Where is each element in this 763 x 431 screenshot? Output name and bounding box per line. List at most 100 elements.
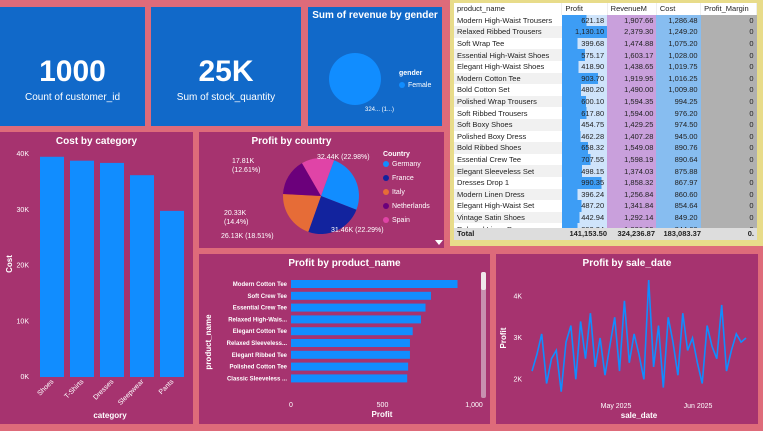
table-row[interactable]: Elegant Sleeveless Set 498.15 1,374.03 875.…	[454, 165, 757, 177]
table-cell-product-name: Dresses Drop 1	[454, 176, 562, 189]
legend-item-female[interactable]: Female	[408, 82, 431, 89]
table-body: Modern High-Waist Trousers 621.18 1,907.66…	[454, 14, 757, 235]
product-table-visual[interactable]: product_name Profit RevenueM Cost Profit_Mar…	[450, 0, 763, 246]
table-row[interactable]: Bold Cotton Set 480.20 1,490.00 1,009.80 0	[454, 84, 757, 96]
x-tick-label: T-Shirts	[63, 378, 85, 400]
y-tick-label: Relaxed Sleeveless...	[227, 341, 288, 347]
table-cell-profit: 707.55	[561, 153, 608, 166]
bar-product[interactable]	[291, 327, 413, 336]
table-cell-profit-margin: 0	[700, 176, 757, 189]
table-row[interactable]: Soft Ribbed Trousers 617.80 1,594.00 976.20…	[454, 107, 757, 119]
y-axis-title: product_name	[204, 314, 213, 370]
bar-product[interactable]	[291, 362, 409, 371]
y-tick-label: Relaxed High-Wais...	[228, 317, 287, 323]
x-tick-label: Pants	[158, 378, 176, 396]
table-cell-profit-margin: 0	[700, 165, 757, 177]
column-header-cost[interactable]: Cost	[656, 3, 702, 15]
bar-product[interactable]	[291, 350, 410, 359]
table-row[interactable]: Polished Boxy Dress 462.28 1,407.28 945.00 0	[454, 130, 757, 143]
table-cell-revenuem: 1,594.35	[607, 95, 657, 108]
pie-slice-france[interactable]	[308, 196, 357, 234]
table-cell-product-name: Polished Wrap Trousers	[454, 95, 562, 108]
bar-product[interactable]	[291, 280, 458, 288]
vertical-scrollbar[interactable]	[481, 272, 486, 398]
cost-by-category-chart[interactable]: Cost by category 0K 10K 20K 30K 40K Shoes T-Sh…	[0, 132, 193, 424]
column-header-revenuem[interactable]: RevenueM	[607, 3, 657, 15]
table-row[interactable]: Modern Cotton Tee 903.70 1,919.95 1,016.25 0	[454, 72, 757, 85]
kpi-card-customer-count[interactable]: 1000 Count of customer_id	[0, 7, 145, 126]
table-cell-cost: 1,249.20	[656, 26, 701, 38]
y-tick-label: 3K	[513, 335, 522, 342]
table-cell-cost: 860.60	[656, 188, 701, 201]
bar-dresses[interactable]	[100, 162, 124, 377]
profit-by-country-chart[interactable]: Profit by country 32.44K (22.98%) 31.46K …	[199, 132, 444, 248]
table-cell-profit: 480.20	[561, 84, 608, 96]
column-header-profit-margin[interactable]: Profit_Margin	[700, 3, 757, 15]
pie-slice-germany[interactable]	[321, 160, 359, 210]
pie-data-label: 32.44K (22.98%)	[317, 154, 370, 161]
y-axis-title: Profit	[499, 327, 508, 348]
column-header-product-name[interactable]: product_name	[454, 3, 563, 15]
legend-item-netherlands[interactable]: Netherlands	[392, 203, 430, 210]
table-cell-product-name: Vintage Satin Shoes	[454, 211, 562, 224]
table-row[interactable]: Elegant High-Waist Set 487.20 1,341.84 854.…	[454, 200, 757, 212]
table-row[interactable]: Bold Ribbed Shoes 658.32 1,549.08 890.76 0	[454, 142, 757, 154]
legend-marker	[383, 189, 389, 195]
x-axis-title: Profit	[372, 410, 393, 419]
legend-item-italy[interactable]: Italy	[392, 189, 405, 196]
column-header-profit[interactable]: Profit	[561, 3, 608, 15]
scrollbar-thumb[interactable]	[481, 272, 486, 290]
table-cell-profit: 399.68	[561, 37, 608, 50]
cost-bar-svg: 0K 10K 20K 30K 40K Shoes T-Shirts Dresses Sleepw…	[5, 151, 184, 420]
pie-slice-netherlands[interactable]	[283, 163, 321, 196]
table-cell-profit-margin: 0	[700, 211, 757, 224]
bar-product[interactable]	[291, 303, 426, 312]
chart-title: Profit by product_name	[288, 258, 401, 269]
profit-by-product-chart[interactable]: Profit by product_name Modern Cotton Tee…	[199, 254, 490, 424]
bar-product[interactable]	[291, 315, 421, 324]
table-cell-profit-margin: 0	[700, 84, 757, 96]
table-container[interactable]: product_name Profit RevenueM Cost Profit_Mar…	[454, 3, 757, 240]
table-row[interactable]: Dresses Drop 1 990.35 1,858.32 867.97 0	[454, 176, 757, 189]
pie-slice-italy[interactable]	[283, 194, 321, 232]
kpi-card-stock-quantity[interactable]: 25K Sum of stock_quantity	[151, 7, 301, 126]
table-row[interactable]: Vintage Satin Shoes 442.94 1,292.14 849.20 0	[454, 211, 757, 224]
pie-slice-spain[interactable]	[302, 158, 335, 196]
chart-title: Profit by sale_date	[582, 258, 672, 269]
table-row[interactable]: Soft Wrap Tee 399.68 1,474.88 1,075.20 0	[454, 37, 757, 50]
revenue-by-gender-chart[interactable]: Sum of revenue by gender gender Female 3…	[308, 7, 442, 126]
table-row[interactable]: Relaxed Ribbed Trousers 1,130.10 2,379.30 1…	[454, 26, 757, 38]
profit-line[interactable]	[531, 280, 747, 392]
table-row[interactable]: Soft Boxy Shoes 454.75 1,429.25 974.50 0	[454, 118, 757, 131]
bar-sleepwear[interactable]	[130, 175, 154, 377]
table-row[interactable]: Essential High-Waist Shoes 575.17 1,603.17…	[454, 49, 757, 61]
table-cell-profit-margin: 0	[700, 95, 757, 108]
legend-item-spain[interactable]: Spain	[392, 217, 410, 224]
profit-by-date-chart[interactable]: Profit by sale_date 2K 3K 4K May 2025 Jun 20…	[496, 254, 758, 424]
bar-product[interactable]	[291, 374, 408, 383]
x-tick-label: Dresses	[92, 378, 115, 401]
product-bar-svg: Modern Cotton Tee Soft Crew Tee Essential …	[204, 272, 486, 419]
table-row[interactable]: Polished Wrap Trousers 600.10 1,594.35 994.…	[454, 95, 757, 108]
table-row[interactable]: Elegant High-Waist Shoes 418.90 1,438.65 1,…	[454, 60, 757, 73]
table-cell-cost: 1,286.48	[656, 14, 701, 27]
bar-product[interactable]	[291, 339, 410, 347]
table-row[interactable]: Modern High-Waist Trousers 621.18 1,907.66…	[454, 14, 757, 27]
legend-item-france[interactable]: France	[392, 175, 414, 182]
x-tick-label: 500	[377, 402, 389, 409]
y-tick-label: 40K	[17, 151, 30, 158]
table-cell-revenuem: 1,341.84	[607, 200, 657, 212]
legend-item-germany[interactable]: Germany	[392, 161, 421, 168]
pie-slice-female[interactable]	[329, 53, 381, 105]
table-cell-cost: 854.64	[656, 200, 701, 212]
table-row[interactable]: Modern Linen Dress 396.24 1,256.84 860.60 0	[454, 188, 757, 201]
table-row[interactable]: Essential Crew Tee 707.55 1,598.19 890.64 0	[454, 153, 757, 166]
bar-product[interactable]	[291, 291, 431, 300]
bar-t-shirts[interactable]	[70, 160, 94, 377]
table-cell-revenuem: 1,594.00	[607, 107, 657, 119]
bar-shoes[interactable]	[40, 156, 64, 377]
legend-scroll-down-icon[interactable]	[435, 240, 443, 245]
table-cell-revenuem: 1,374.03	[607, 165, 657, 177]
bar-pants[interactable]	[160, 210, 184, 377]
pie-data-label-pct: (14.4%)	[224, 219, 249, 226]
